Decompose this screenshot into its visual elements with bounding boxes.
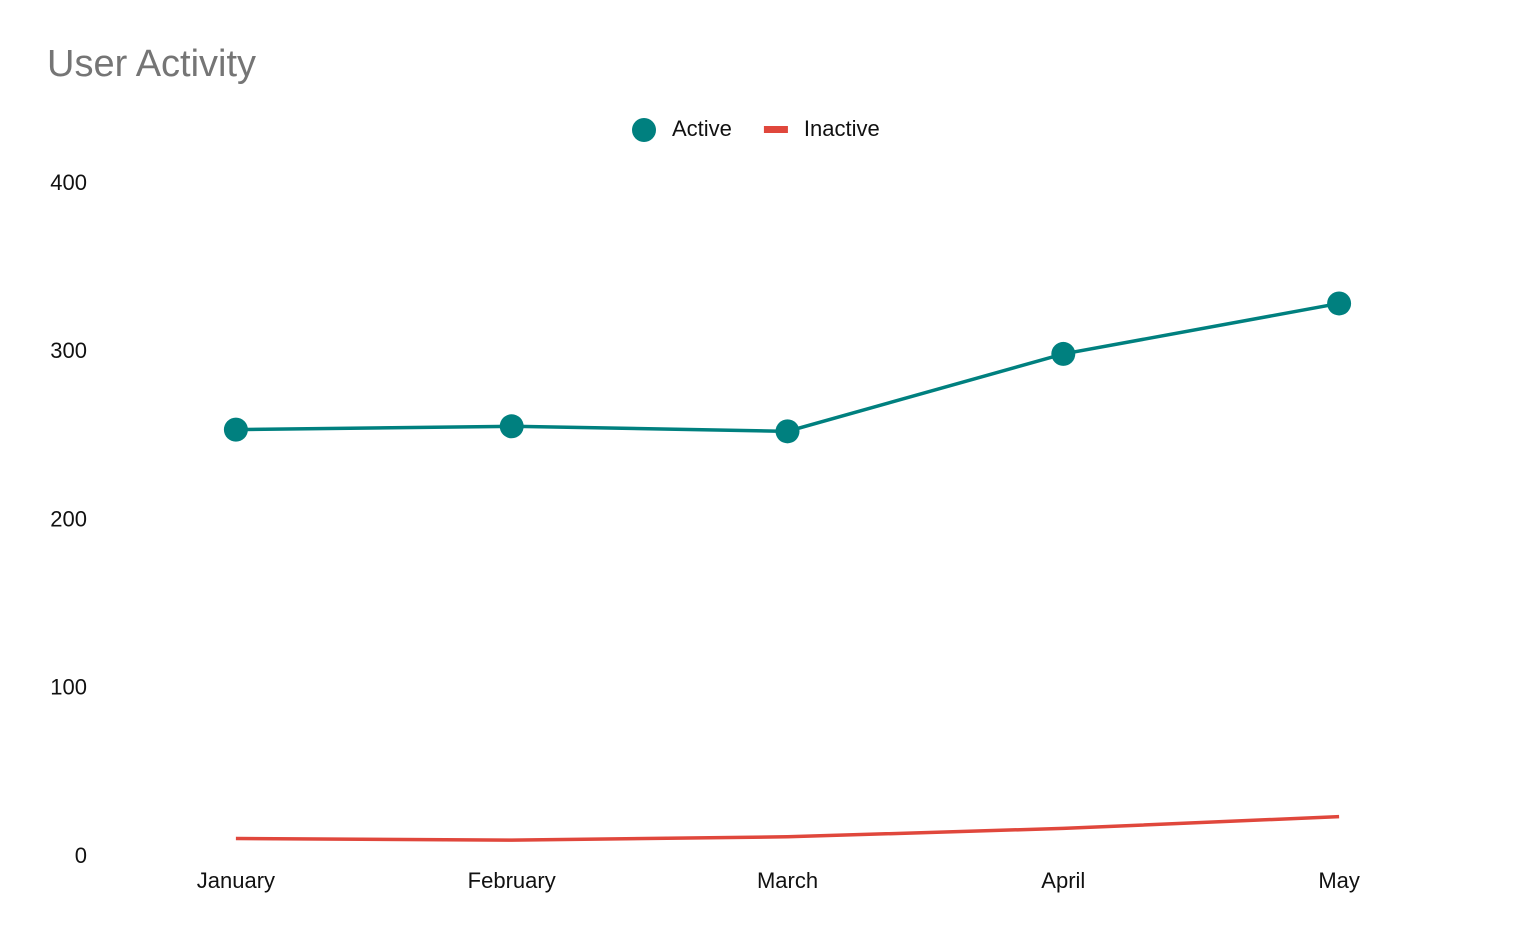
y-tick-label: 300 [50, 338, 87, 363]
y-tick-label: 400 [50, 170, 87, 195]
y-tick-label: 100 [50, 675, 87, 700]
series-line [235, 301, 1340, 434]
x-tick-label: March [757, 868, 818, 893]
x-tick-label: January [197, 868, 275, 893]
x-tick-label: April [1041, 868, 1085, 893]
y-tick-label: 200 [50, 506, 87, 531]
point [499, 414, 524, 439]
x-tick-label: May [1318, 868, 1360, 893]
series-line [235, 814, 1340, 842]
point [223, 417, 248, 442]
x-tick-label: February [468, 868, 556, 893]
legend-symbol [763, 126, 788, 133]
legend-label: Inactive [804, 116, 880, 141]
legend-label: Active [672, 116, 732, 141]
legend-symbol [632, 118, 656, 142]
point [1051, 341, 1076, 366]
point [1327, 291, 1352, 316]
y-tick-label: 0 [75, 843, 87, 868]
chart-title: User Activity [47, 43, 256, 85]
point [775, 419, 800, 444]
